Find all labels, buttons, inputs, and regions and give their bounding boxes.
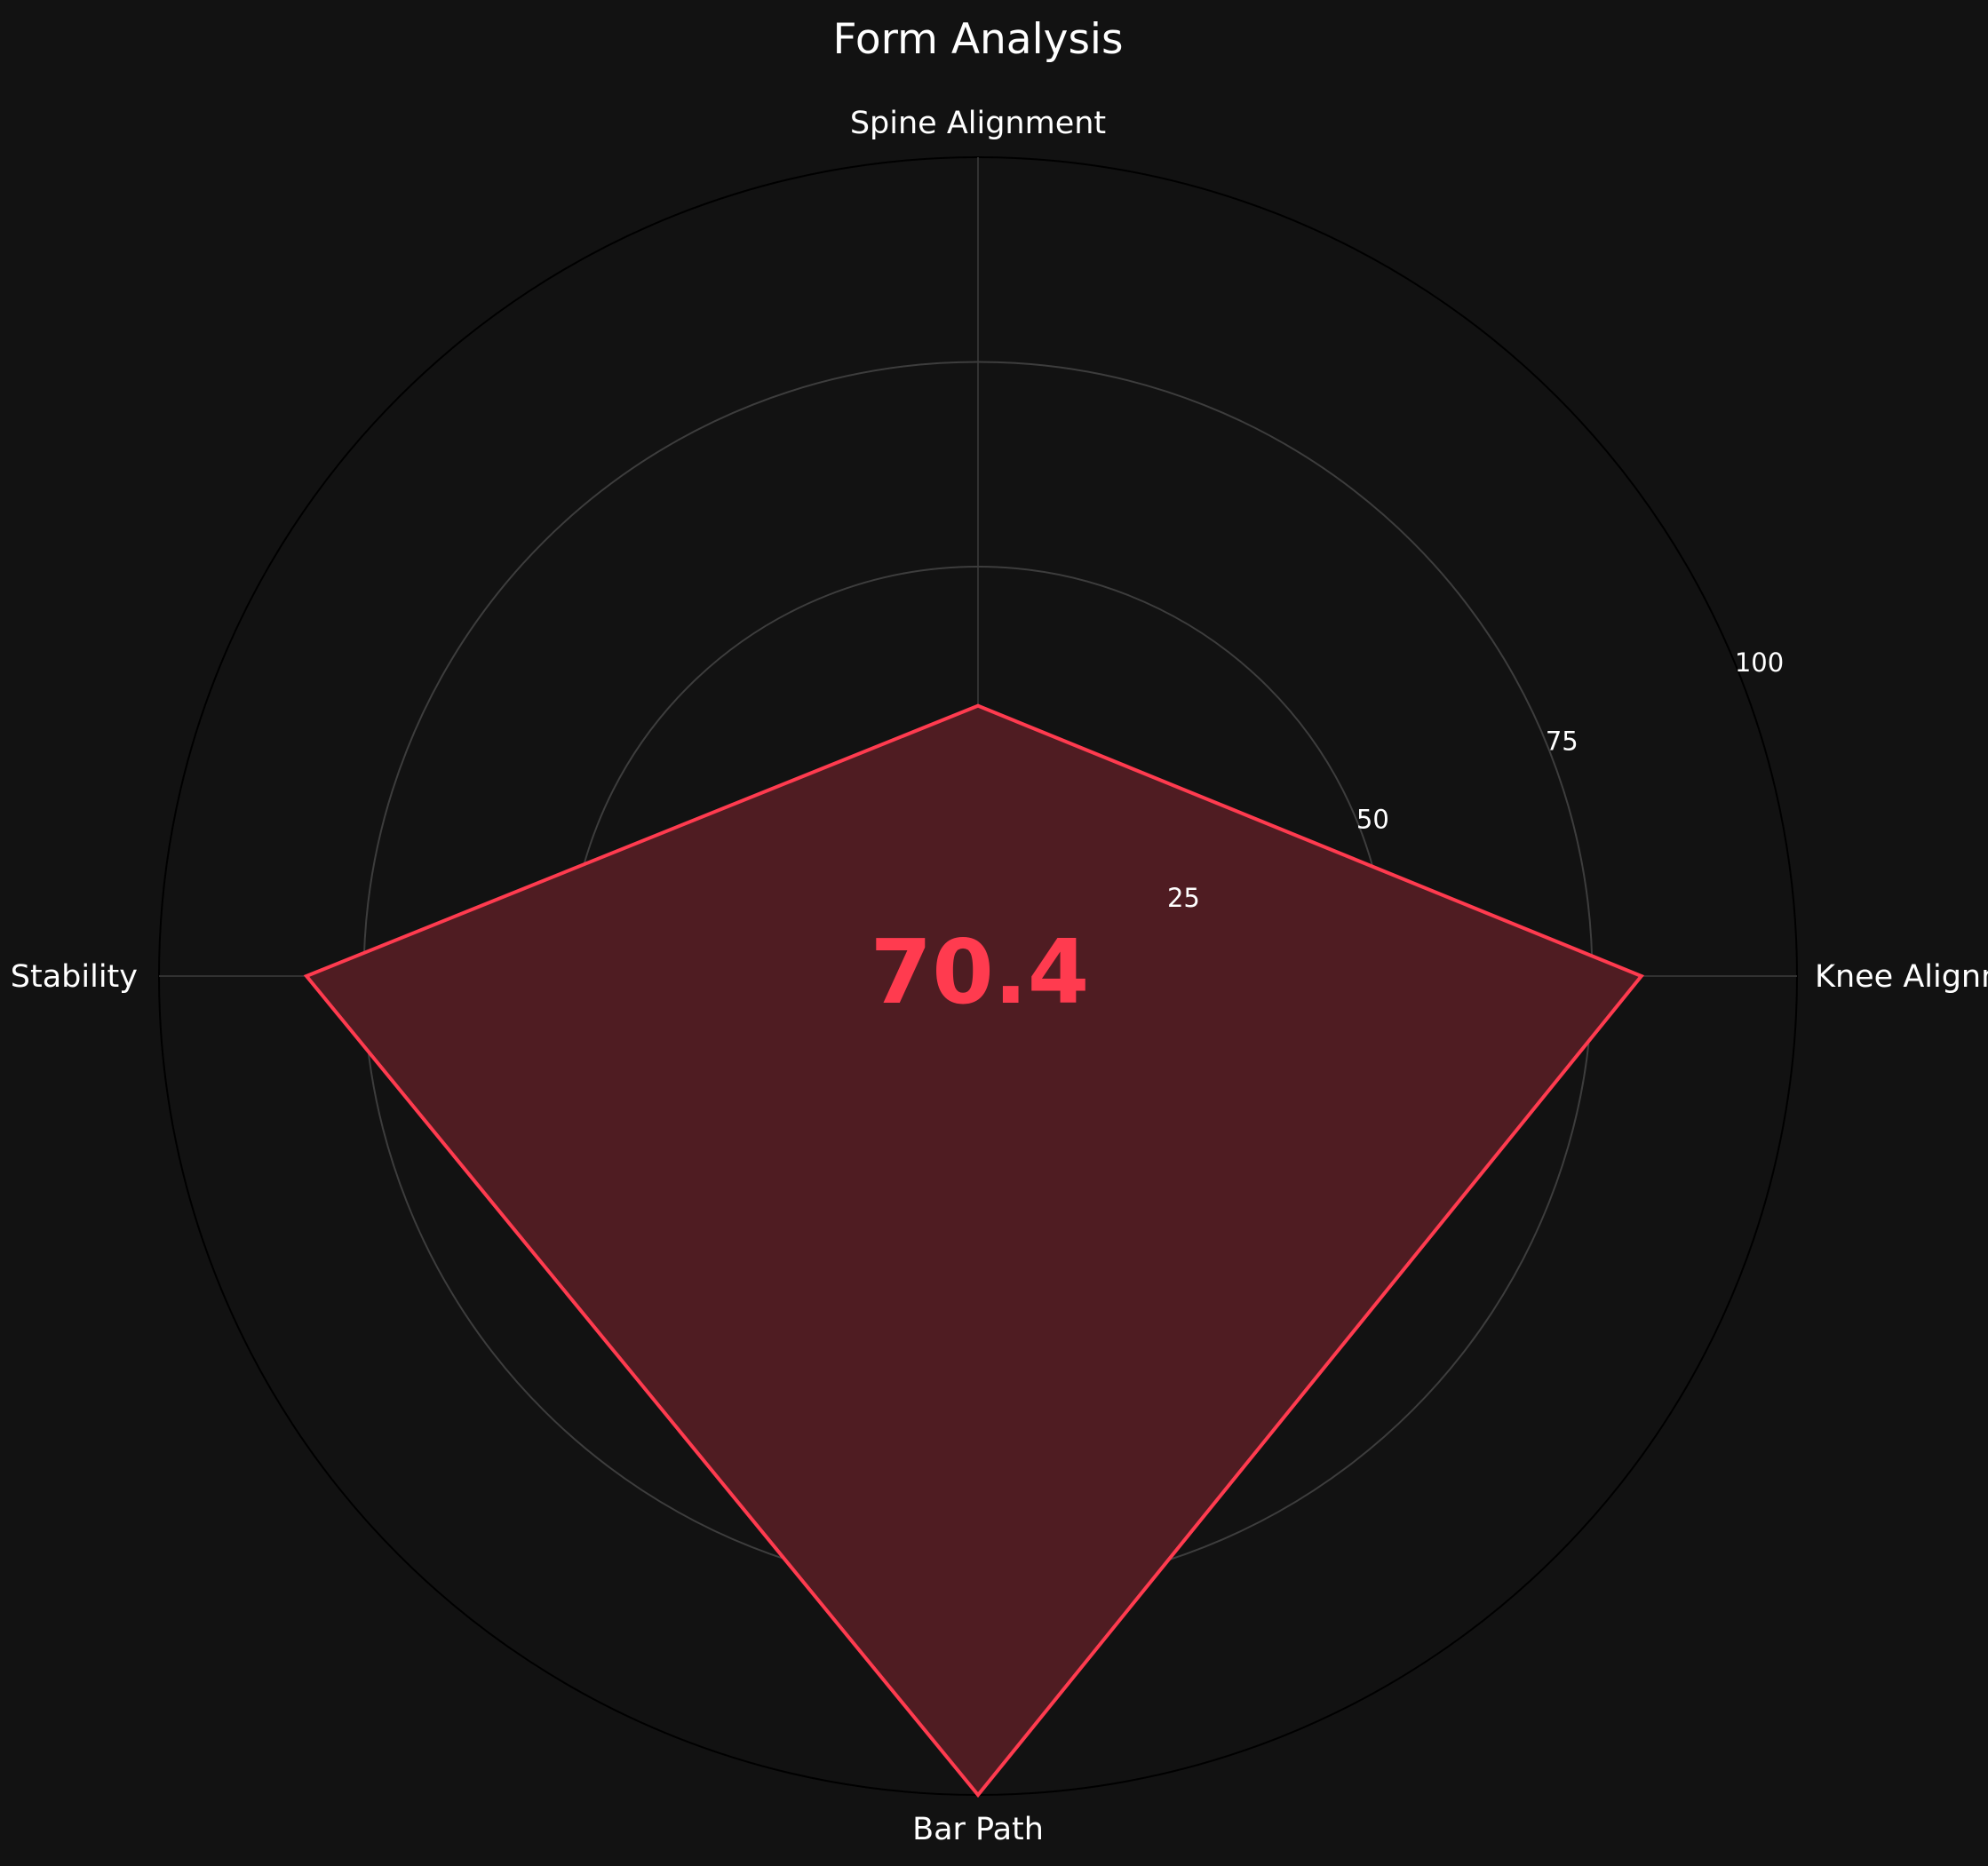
r-tick-label: 50: [1356, 805, 1389, 835]
category-label-hip-stability: Hip Stability: [0, 959, 138, 995]
r-tick-label: 25: [1167, 883, 1200, 913]
category-label-spine-alignment: Spine Alignment: [850, 106, 1106, 141]
r-tick-label: 75: [1546, 726, 1578, 756]
category-label-bar-path: Bar Path: [912, 1812, 1044, 1847]
overall-score: 70.4: [871, 920, 1090, 1024]
r-tick-label: 100: [1735, 647, 1784, 678]
category-label-knee-alignment: Knee Alignment: [1815, 959, 1988, 995]
chart-title: Form Analysis: [833, 15, 1124, 64]
series-area: [306, 705, 1642, 1796]
series-layer: [303, 703, 1645, 1799]
label-layer: 25 50 75 100 Knee Alignment Spine Alignment Hi…: [0, 106, 1988, 1847]
